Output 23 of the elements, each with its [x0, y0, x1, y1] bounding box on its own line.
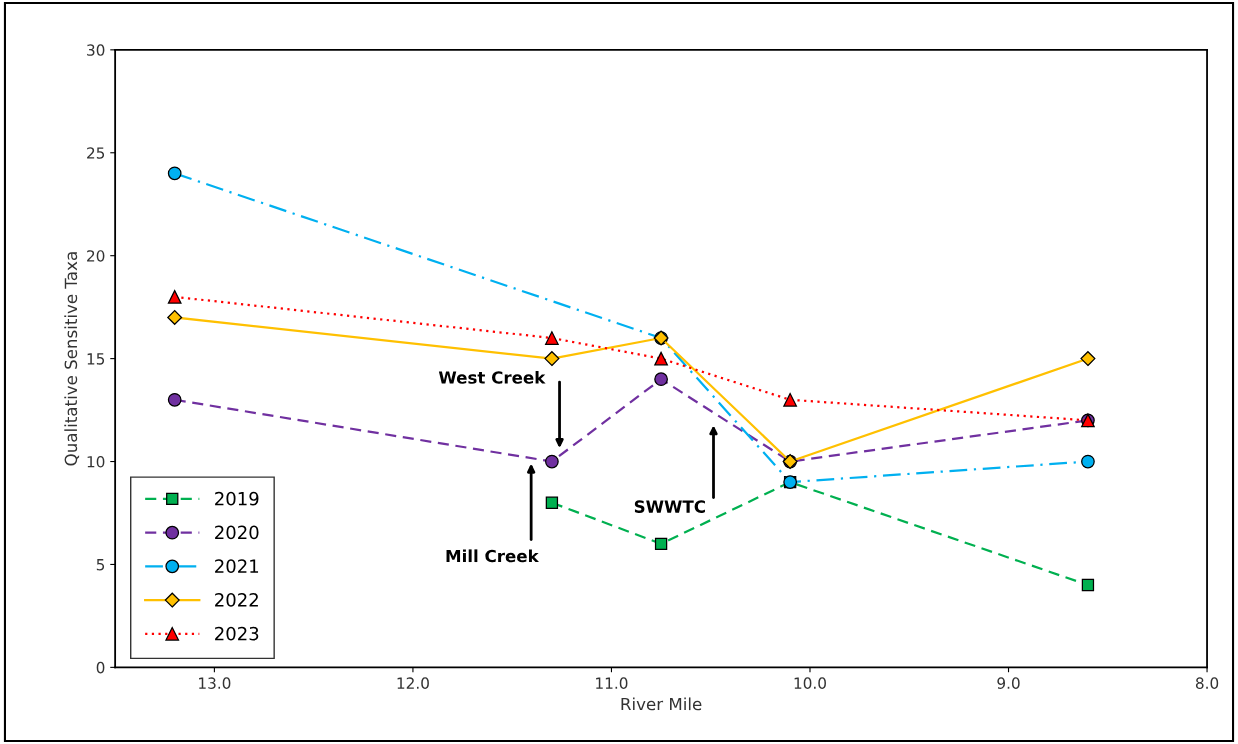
legend-label: 2020 [215, 525, 259, 540]
y-tick-label: 30 [87, 44, 105, 56]
legend-label: 2022 [215, 593, 258, 607]
y-tick-label: 10 [87, 455, 105, 468]
annotation: West Creek [438, 370, 546, 384]
x-tick-label: 9.0 [997, 677, 1020, 689]
annotation: SWWTC [634, 500, 705, 513]
x-tick-label: 11.0 [596, 677, 628, 689]
legend-label: 2021 [215, 559, 259, 573]
y-axis-title: Qualitative Sensitive Taxa [64, 252, 80, 466]
y-tick-label: 25 [87, 147, 105, 159]
y-tick-label: 5 [96, 559, 105, 571]
legend-label: 2019 [215, 491, 259, 506]
x-axis-title: River Mile [621, 697, 702, 711]
y-tick-label: 15 [87, 353, 105, 365]
x-tick-label: 10.0 [794, 677, 826, 689]
x-tick-label: 8.0 [1195, 677, 1219, 689]
y-tick-label: 0 [96, 661, 105, 674]
y-tick-label: 20 [87, 250, 105, 262]
annotation: Mill Creek [446, 549, 539, 563]
x-tick-label: 13.0 [199, 677, 231, 689]
legend-label: 2023 [215, 626, 259, 641]
x-tick-label: 12.0 [397, 677, 429, 689]
